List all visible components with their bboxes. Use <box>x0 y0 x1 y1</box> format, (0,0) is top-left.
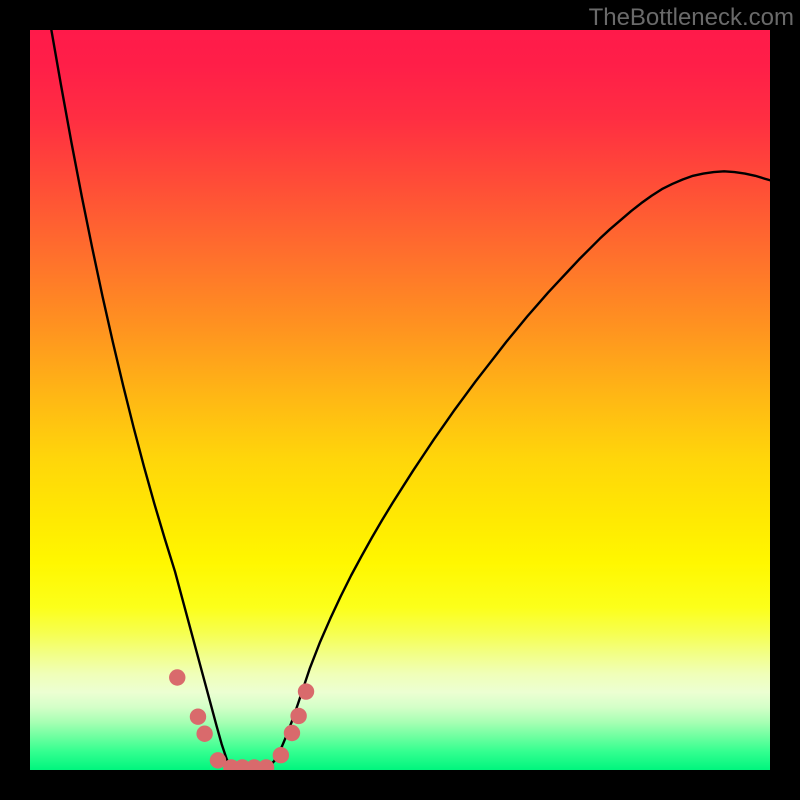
watermark-text: TheBottleneck.com <box>589 4 794 32</box>
marker-point <box>169 669 185 685</box>
marker-point <box>190 709 206 725</box>
chart-root: TheBottleneck.com <box>0 0 800 800</box>
marker-point <box>273 747 289 763</box>
marker-point <box>196 726 212 742</box>
marker-point <box>284 725 300 741</box>
marker-point <box>290 708 306 724</box>
gradient-background <box>30 30 770 770</box>
marker-point <box>298 683 314 699</box>
chart-svg <box>0 0 800 800</box>
